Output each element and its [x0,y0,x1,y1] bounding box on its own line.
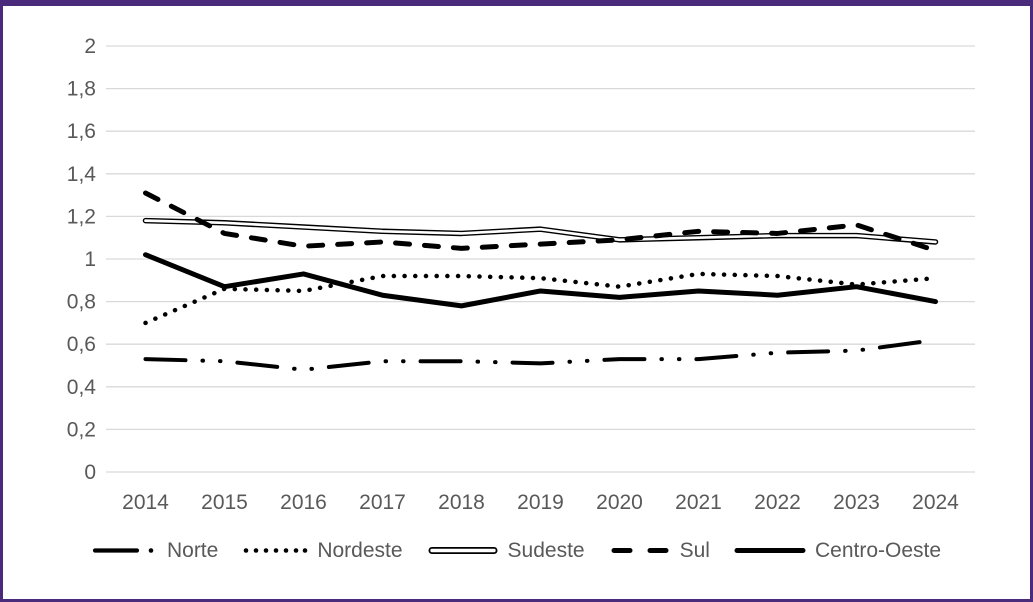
x-tick-label: 2024 [912,491,959,514]
y-tick-label: 2 [84,35,96,58]
sudeste-line-marker-icon [428,547,498,554]
series-line-sul [143,190,938,253]
x-tick-label: 2023 [833,491,880,514]
line-chart: 0 0,2 0,4 0,6 0,8 1 1,2 1,4 1,6 1,8 2 2014 2015 2016 2… [67,35,975,514]
y-tick-label: 0,2 [67,418,96,441]
legend-label-centro-oeste: Centro-Oeste [814,539,942,562]
y-tick-label: 1,6 [67,120,96,143]
legend-item-sul: Sul [609,540,710,561]
y-tick-label: 1,4 [67,163,97,186]
x-tick-label: 2019 [517,491,564,514]
y-tick-label: 1,2 [67,205,96,228]
y-tick-label: 0,8 [67,291,96,314]
series-line-sudeste-inner [144,219,937,244]
x-tick-label: 2018 [438,491,485,514]
y-tick-label: 1 [84,248,96,271]
series-line-norte [143,337,938,372]
y-tick-label: 0 [84,461,96,484]
x-tick-label: 2021 [675,491,722,514]
legend-label-sudeste: Sudeste [507,539,585,562]
legend-label-norte: Norte [166,539,219,562]
x-tick-label: 2014 [122,491,169,514]
legend-item-norte: Norte [92,540,218,561]
series-line-centro-oeste [143,252,938,309]
y-tick-label: 1,8 [67,78,96,101]
legend-item-centro-oeste: Centro-Oeste [734,540,941,561]
y-tick-label: 0,4 [67,376,97,399]
x-tick-label: 2022 [754,491,801,514]
sul-line-marker-icon [611,548,669,553]
legend-item-nordeste: Nordeste [242,539,403,562]
series-line-nordeste [143,271,938,326]
legend-item-sudeste: Sudeste [427,540,585,561]
legend-label-sul: Sul [679,539,710,562]
x-tick-label: 2017 [359,491,406,514]
x-tick-label: 2015 [201,491,248,514]
x-tick-label: 2016 [280,491,327,514]
legend-label-nordeste: Nordeste [317,539,403,562]
norte-line-marker-icon [92,548,154,553]
chart-legend: Norte Nordeste Sudeste [3,540,1030,561]
x-tick-label: 2020 [596,491,643,514]
centro-oeste-line-marker-icon [734,548,806,553]
y-tick-label: 0,6 [67,333,96,356]
nordeste-line-marker-icon [244,548,308,553]
